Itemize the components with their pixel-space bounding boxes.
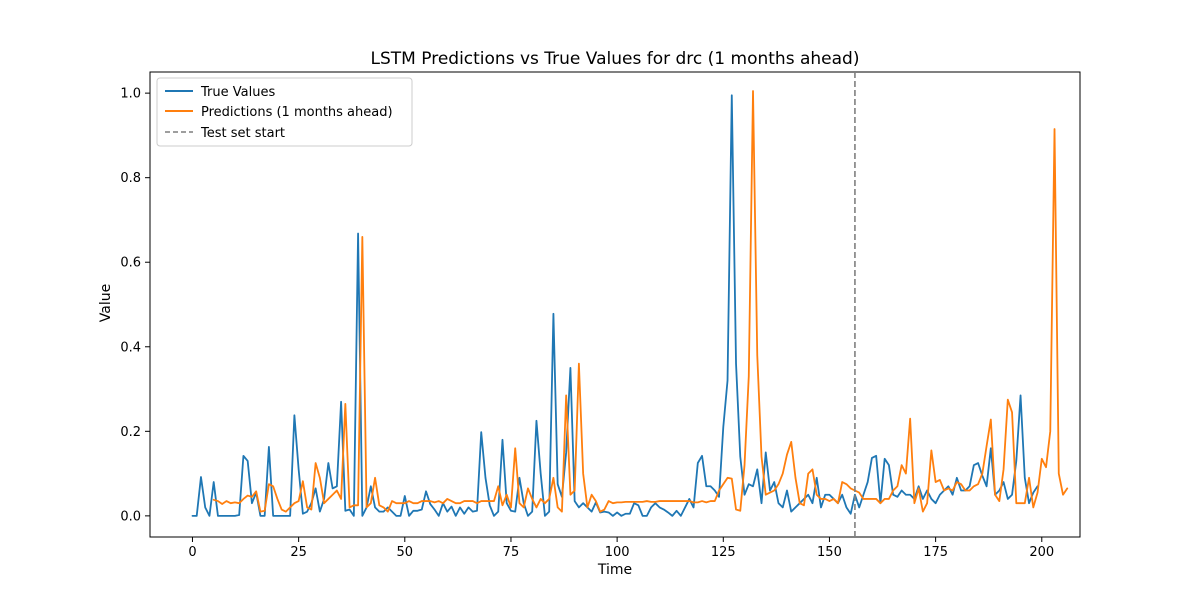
y-tick-label: 0.0 (120, 509, 141, 524)
x-axis: 0 25 50 75 100 125 150 175 200 (188, 537, 1054, 560)
x-tick-label: 100 (605, 545, 630, 560)
x-tick-label: 175 (923, 545, 948, 560)
series-line-true-values (191, 94, 1039, 517)
y-tick-label: 1.0 (120, 87, 141, 102)
y-axis: 0.0 0.2 0.4 0.6 0.8 1.0 (120, 87, 150, 524)
x-tick-label: 0 (188, 545, 196, 560)
x-tick-label: 75 (503, 545, 520, 560)
legend-label-test-set-start: Test set start (200, 126, 285, 141)
plot-area (149, 71, 1081, 538)
y-axis-label: Value (98, 284, 114, 322)
series-line-predictions (212, 90, 1069, 513)
legend-label-predictions: Predictions (1 months ahead) (201, 105, 393, 120)
legend-box (156, 77, 413, 147)
chart-title: LSTM Predictions vs True Values for drc … (371, 49, 860, 69)
x-tick-label: 125 (711, 545, 736, 560)
x-tick-label: 50 (397, 545, 414, 560)
x-axis-label: Time (597, 562, 632, 578)
x-tick-label: 25 (290, 545, 307, 560)
legend-label-true-values: True Values (200, 85, 275, 100)
x-tick-label: 200 (1029, 545, 1054, 560)
x-tick-label: 150 (817, 545, 842, 560)
y-tick-label: 0.2 (120, 425, 141, 440)
legend: True Values Predictions (1 months ahead)… (156, 77, 413, 147)
y-tick-label: 0.8 (120, 171, 141, 186)
y-tick-label: 0.4 (120, 340, 141, 355)
y-tick-label: 0.6 (120, 256, 141, 271)
series-layer (191, 90, 1069, 517)
plot-frame (149, 71, 1081, 538)
